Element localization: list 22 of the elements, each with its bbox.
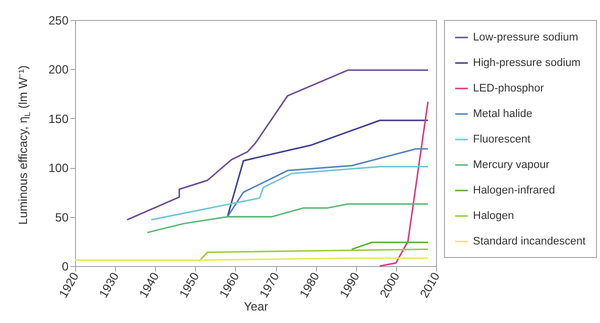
legend-label: LED-phosphor [473,82,544,94]
line-series [226,120,429,218]
legend-label: Metal halide [473,108,532,120]
line-series [379,100,429,267]
x-axis-title: Year [244,300,268,314]
legend-label: Halogen-infrared [473,184,555,196]
legend-label: Mercury vapour [473,159,550,171]
legend-label: Fluorescent [473,134,530,146]
line-series [226,148,429,218]
line-series [146,203,429,234]
y-tick-label: 50 [55,210,69,224]
line-series [150,166,429,220]
legend-label: Halogen [473,210,514,222]
y-tick-label: 200 [48,62,69,77]
line-series [126,69,429,220]
y-tick-label: 150 [48,112,69,126]
legend-label: Standard incandescent [473,236,586,248]
legend-label: Low-pressure sodium [473,32,578,44]
y-tick-label: 250 [48,14,69,28]
y-tick-label: 100 [48,161,69,176]
y-tick-label: 0 [62,260,69,274]
legend-label: High-pressure sodium [473,57,581,69]
